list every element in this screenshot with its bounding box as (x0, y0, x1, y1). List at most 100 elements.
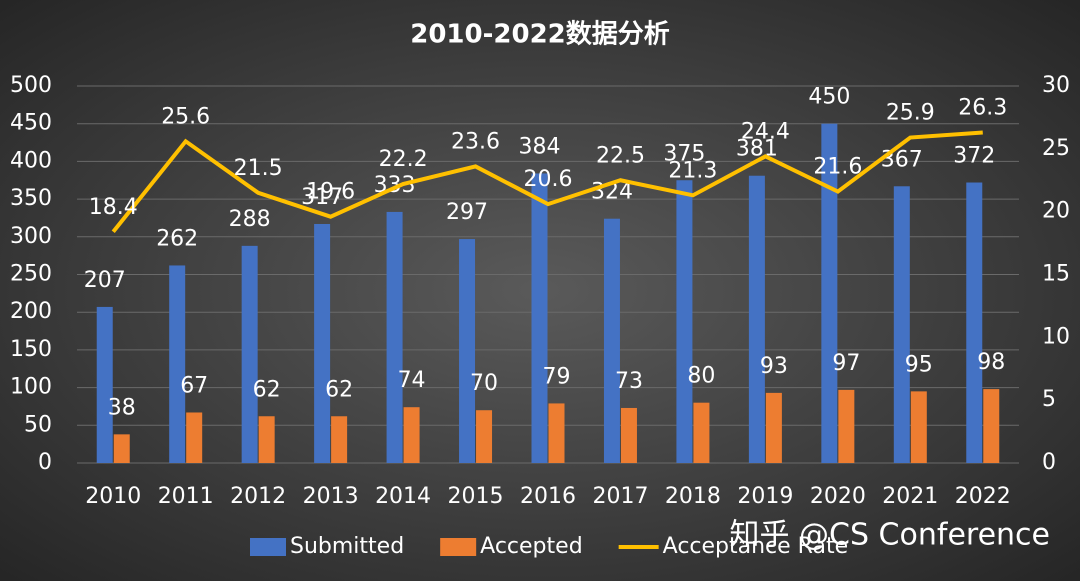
bar (910, 391, 927, 463)
y2-tick-label: 30 (1042, 73, 1070, 98)
value-label: 23.6 (451, 129, 500, 154)
value-label: 98 (977, 350, 1005, 375)
x-tick-label: 2016 (520, 484, 576, 509)
value-label: 38 (108, 395, 136, 420)
y-tick-label: 350 (10, 186, 52, 211)
bar (314, 223, 331, 463)
y-tick-label: 200 (10, 299, 52, 324)
x-tick-label: 2018 (665, 484, 721, 509)
bar (386, 211, 403, 463)
bar (331, 416, 348, 463)
value-label: 19.6 (306, 180, 355, 205)
y2-tick-label: 25 (1042, 136, 1070, 161)
line (111, 130, 983, 234)
legend-swatch (250, 538, 286, 556)
bar (241, 245, 258, 463)
x-tick-label: 2019 (737, 484, 793, 509)
x-tick-label: 2017 (592, 484, 648, 509)
bar (983, 389, 1000, 463)
value-label: 18.4 (89, 195, 138, 220)
legend-swatch (440, 538, 477, 556)
bar (603, 218, 620, 463)
bar (821, 123, 838, 463)
y2-tick-label: 10 (1042, 324, 1070, 349)
legend-label: Acceptance Rate (663, 534, 848, 559)
value-label: 62 (253, 377, 281, 402)
x-tick-label: 2011 (158, 484, 214, 509)
y-tick-label: 250 (10, 262, 52, 287)
value-label: 21.6 (813, 155, 862, 180)
y-tick-label: 300 (10, 224, 52, 249)
value-label: 95 (905, 352, 933, 377)
value-label: 67 (180, 373, 208, 398)
value-label: 62 (325, 377, 353, 402)
bar (838, 389, 855, 463)
value-label: 25.9 (886, 101, 935, 126)
value-label: 262 (156, 226, 198, 251)
value-label: 384 (519, 134, 561, 159)
x-tick-label: 2021 (882, 484, 938, 509)
x-tick-label: 2014 (375, 484, 431, 509)
value-label: 70 (470, 371, 498, 396)
bar (258, 416, 275, 463)
legend-label: Accepted (480, 534, 582, 559)
value-label: 375 (663, 141, 705, 166)
bar (693, 402, 710, 463)
value-label: 22.5 (596, 143, 645, 168)
value-label: 26.3 (958, 95, 1007, 120)
value-label: 80 (687, 364, 715, 389)
y-tick-label: 100 (10, 375, 52, 400)
y-tick-label: 450 (10, 111, 52, 136)
value-label: 25.6 (161, 104, 210, 129)
value-label: 317 (301, 185, 343, 210)
bar (765, 392, 782, 463)
y-tick-label: 400 (10, 148, 52, 173)
chart-title: 2010-2022数据分析 (410, 20, 670, 50)
bar (966, 182, 983, 463)
y-tick-label: 500 (10, 73, 52, 98)
bar (531, 173, 548, 464)
value-label: 297 (446, 200, 488, 225)
bar (186, 412, 203, 463)
value-label: 74 (398, 368, 426, 393)
x-tick-label: 2022 (955, 484, 1011, 509)
bar (676, 180, 693, 463)
y2-tick-label: 5 (1042, 387, 1056, 412)
value-label: 21.3 (668, 158, 717, 183)
value-label: 22.2 (379, 147, 428, 172)
value-label: 372 (953, 144, 995, 169)
value-label: 24.4 (741, 119, 790, 144)
y2-tick-label: 0 (1042, 450, 1056, 475)
bar (548, 403, 565, 463)
bar (476, 410, 493, 463)
value-label: 79 (543, 364, 571, 389)
watermark: 知乎 @CS Conference (730, 518, 1051, 553)
y2-tick-label: 15 (1042, 262, 1070, 287)
bar (169, 265, 186, 463)
x-tick-label: 2015 (448, 484, 504, 509)
value-label: 20.6 (524, 167, 573, 192)
value-label: 207 (84, 268, 126, 293)
bar (403, 407, 420, 463)
bar (459, 239, 476, 463)
value-label: 21.5 (234, 156, 283, 181)
y-tick-label: 150 (10, 337, 52, 362)
legend-label: Submitted (290, 534, 404, 559)
bar (96, 306, 113, 463)
bar (893, 186, 910, 464)
value-label: 93 (760, 354, 788, 379)
y-tick-label: 50 (24, 412, 52, 437)
y-tick-label: 0 (38, 450, 52, 475)
value-label: 73 (615, 369, 643, 394)
value-label: 367 (881, 147, 923, 172)
bar (620, 407, 637, 463)
bar (113, 434, 130, 463)
x-tick-label: 2020 (810, 484, 866, 509)
x-tick-label: 2013 (303, 484, 359, 509)
y2-tick-label: 20 (1042, 199, 1070, 224)
value-label: 97 (832, 351, 860, 376)
x-tick-label: 2012 (230, 484, 286, 509)
value-label: 288 (229, 207, 271, 232)
value-label: 450 (808, 85, 850, 110)
